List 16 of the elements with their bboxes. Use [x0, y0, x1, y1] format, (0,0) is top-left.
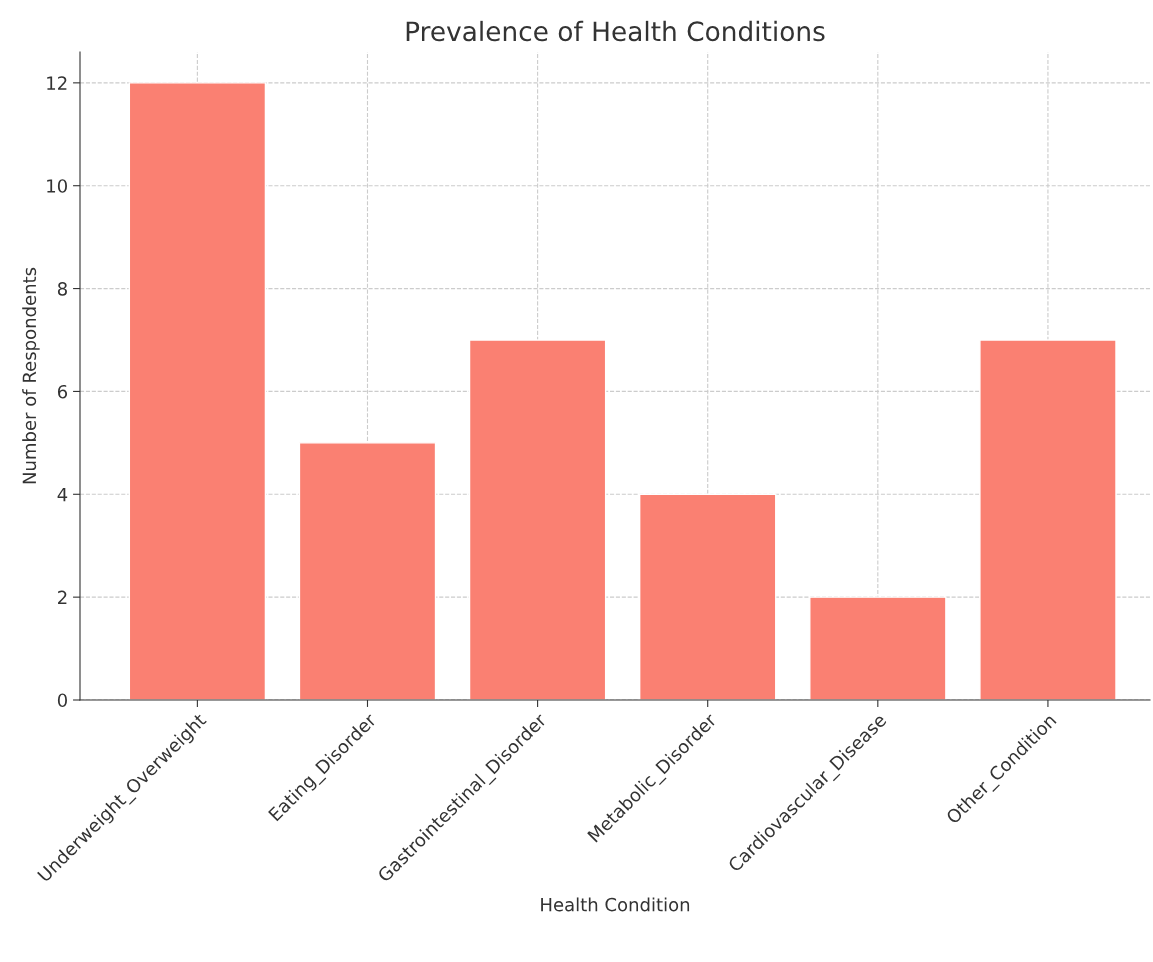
bar: [298, 442, 437, 700]
y-tick-label: 12: [47, 76, 67, 90]
bar: [468, 339, 607, 700]
y-tick-label: 6: [57, 384, 68, 399]
y-tick-label: 4: [57, 487, 68, 502]
y-tick-label: 0: [57, 693, 67, 708]
bar: [638, 493, 777, 700]
x-axis-title: Health Condition: [541, 897, 690, 912]
bar: [809, 596, 947, 700]
y-tick-label: 10: [47, 179, 67, 193]
chart-title: Prevalence of Health Conditions: [406, 20, 825, 42]
y-tick-label: 2: [58, 590, 67, 604]
y-axis-title: Number of Respondents: [22, 267, 40, 484]
bar: [979, 339, 1117, 700]
bar: [128, 82, 267, 700]
y-tick-label: 8: [57, 282, 67, 296]
